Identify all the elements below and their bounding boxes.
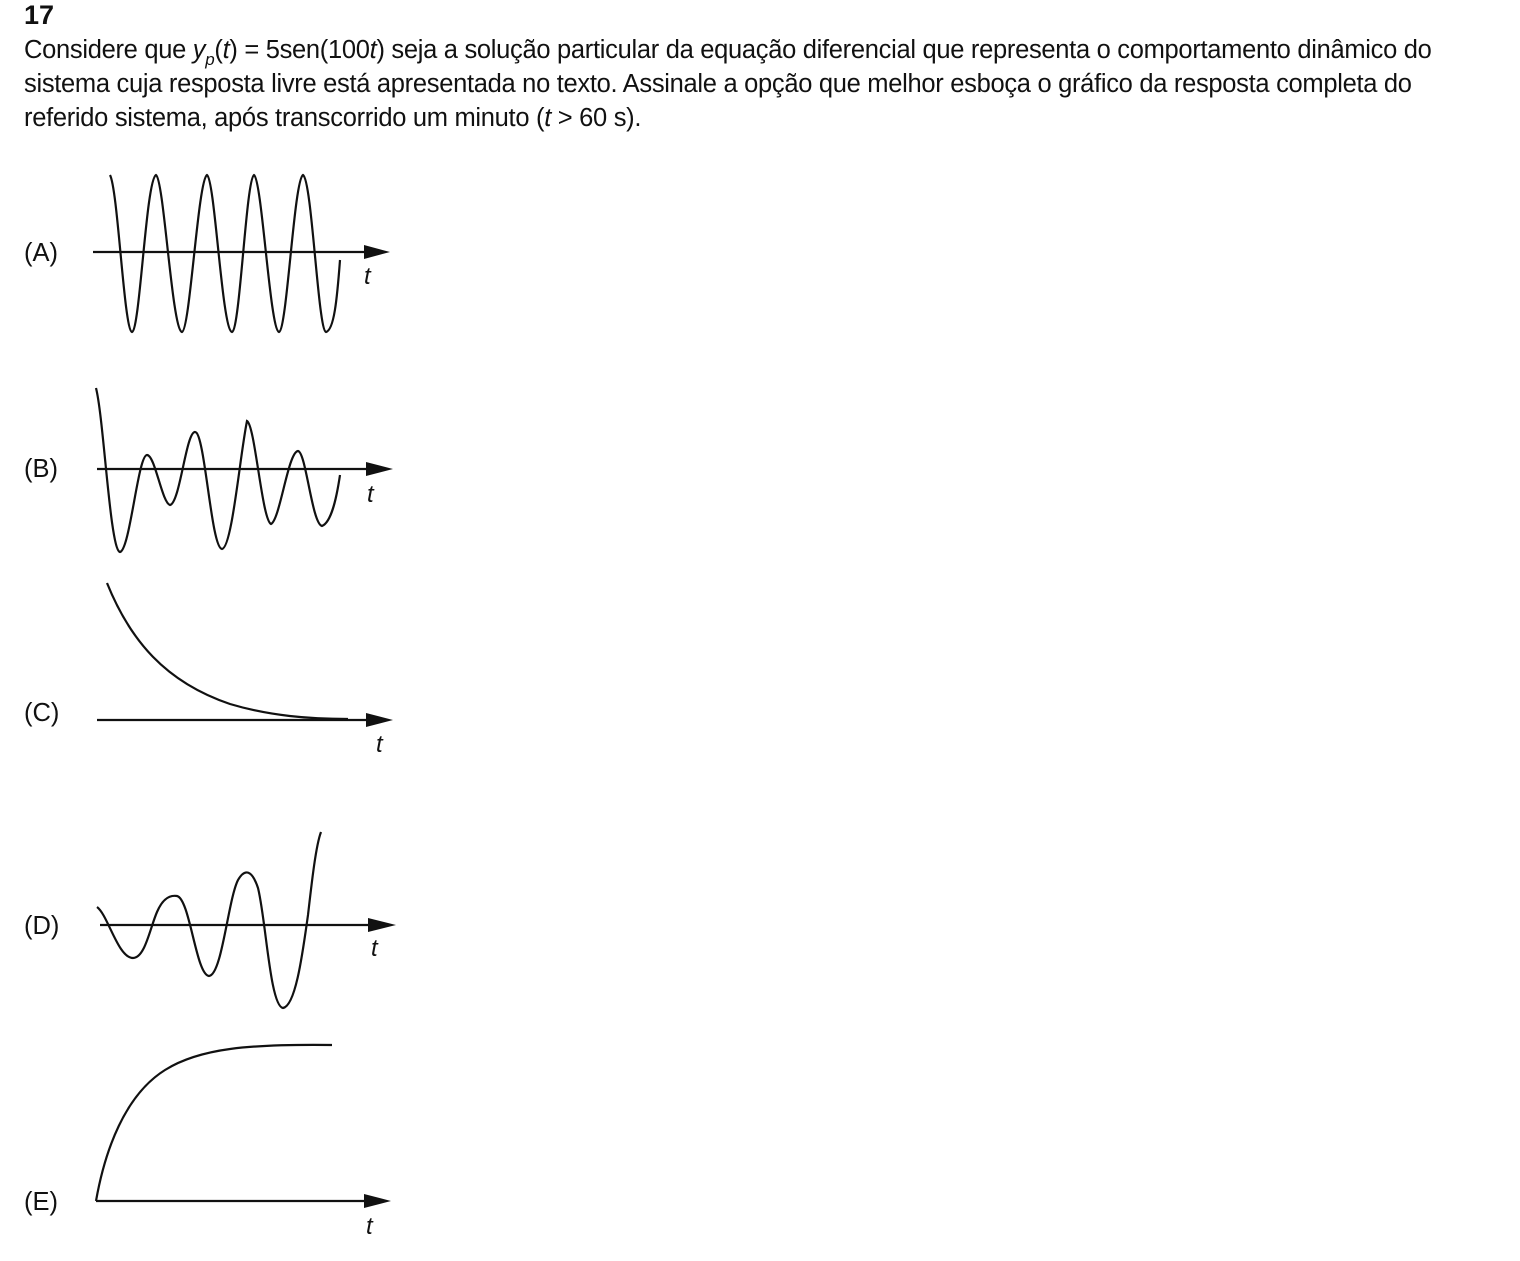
stem-var-t: t bbox=[369, 36, 377, 64]
graph-b-arrowhead bbox=[366, 462, 393, 476]
graph-b-curve bbox=[94, 387, 342, 554]
graph-b-t-label: t bbox=[367, 481, 375, 508]
graph-c[interactable]: t bbox=[97, 582, 393, 758]
option-d-label[interactable]: (D) bbox=[24, 912, 60, 940]
graph-e[interactable]: t bbox=[94, 1043, 391, 1240]
graph-d-arrowhead bbox=[368, 918, 396, 932]
stem-text: ) = 5sen(100 bbox=[229, 36, 370, 64]
stem-line-3: referido sistema, após transcorrido um m… bbox=[24, 101, 1520, 135]
graph-a[interactable]: t bbox=[93, 173, 390, 334]
stem-text: ) seja a solução particular da equação d… bbox=[376, 36, 1432, 64]
question-number: 17 bbox=[24, 0, 55, 30]
stem-var-t: t bbox=[222, 36, 230, 64]
question-stem: Considere que yp(t) = 5sen(100t) seja a … bbox=[24, 33, 1520, 135]
graph-d-t-label: t bbox=[371, 935, 379, 962]
graph-e-arrowhead bbox=[364, 1194, 391, 1208]
stem-var-y: y bbox=[192, 36, 206, 64]
graph-d-curve bbox=[96, 831, 323, 1010]
graph-d[interactable]: t bbox=[96, 831, 396, 1010]
option-b-label[interactable]: (B) bbox=[24, 455, 58, 483]
graph-a-arrowhead bbox=[364, 245, 390, 259]
option-c-label[interactable]: (C) bbox=[24, 699, 60, 727]
graph-a-curve bbox=[108, 173, 342, 334]
option-a-label[interactable]: (A) bbox=[24, 239, 58, 267]
option-e-label[interactable]: (E) bbox=[24, 1188, 58, 1216]
stem-sub-p: p bbox=[205, 50, 215, 69]
graph-c-arrowhead bbox=[366, 713, 393, 727]
stem-text: > 60 s). bbox=[551, 104, 642, 132]
stem-text: Considere que bbox=[24, 36, 193, 64]
stem-text: ( bbox=[214, 36, 223, 64]
graph-e-curve bbox=[94, 1043, 333, 1202]
graph-c-t-label: t bbox=[376, 731, 384, 758]
stem-line-2: sistema cuja resposta livre está apresen… bbox=[24, 70, 1412, 98]
graph-c-curve bbox=[105, 582, 349, 721]
stem-line-1: Considere que yp(t) = 5sen(100t) seja a … bbox=[24, 33, 1520, 69]
stem-var-t: t bbox=[544, 104, 551, 132]
stem-text: referido sistema, após transcorrido um m… bbox=[24, 104, 545, 132]
graph-e-t-label: t bbox=[366, 1213, 374, 1240]
graph-a-t-label: t bbox=[364, 263, 372, 290]
graph-b[interactable]: t bbox=[94, 387, 393, 554]
